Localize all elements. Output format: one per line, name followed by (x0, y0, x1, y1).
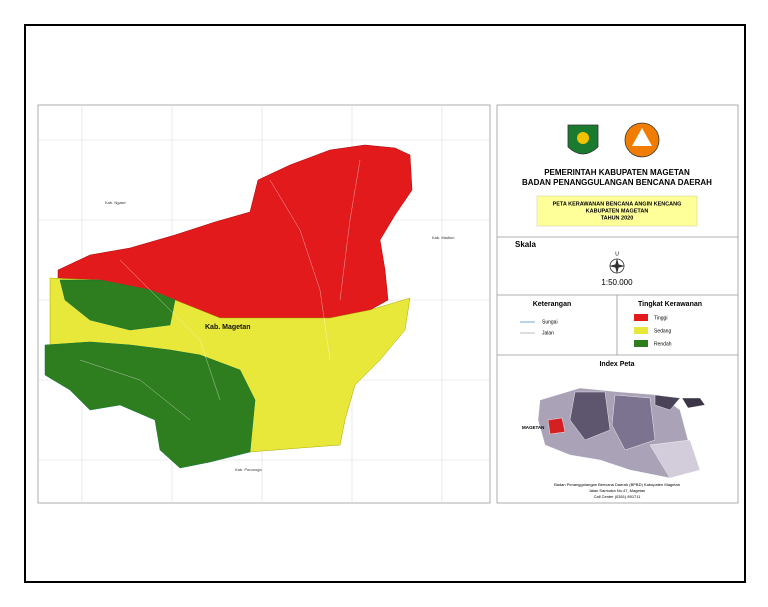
index-label: MAGETAN (522, 425, 544, 430)
header-text: BADAN PENANGGULANGAN BENCANA DAERAH (522, 178, 712, 187)
zone-rendah (59, 279, 176, 331)
scale-ratio: 1:50.000 (601, 278, 633, 287)
legend-swatch (634, 327, 648, 334)
section-title: Index Peta (599, 361, 634, 368)
logo (624, 122, 660, 158)
zone-rendah (44, 341, 256, 469)
compass (609, 258, 625, 274)
map-title: PETA KERAWANAN BENCANA ANGIN KENCANG (553, 201, 682, 207)
legend-label: Sedang (654, 328, 671, 334)
outer-frame (24, 24, 746, 583)
map-label: Kab. Madiun (432, 235, 454, 240)
section-title: Tingkat Kerawanan (638, 301, 702, 308)
legend-swatch (634, 314, 648, 321)
footer-text: Jalan Samudra No.47, Magetan (589, 488, 645, 493)
legend-label: Tinggi (654, 315, 667, 321)
header-text: PEMERINTAH KABUPATEN MAGETAN (544, 168, 690, 177)
footer-text: Call Center (0351) 891711 (594, 494, 642, 499)
map-title: KABUPATEN MAGETAN (586, 208, 649, 214)
title-box (536, 195, 698, 227)
rivers (79, 159, 361, 421)
map-label: Kab. Ngawi (105, 200, 126, 205)
legend-label: Sungai (542, 319, 558, 325)
map-title: TAHUN 2020 (601, 215, 634, 221)
section-title: Skala (515, 240, 536, 249)
section-title: Keterangan (533, 301, 572, 308)
map-label: Kab. Magetan (205, 324, 251, 331)
legend-swatch (634, 340, 648, 347)
legend-label: Jalan (542, 330, 554, 336)
legend-label: Rendah (654, 341, 672, 347)
north-label: U (615, 251, 619, 257)
map-label: Kab. Ponorogo (235, 467, 262, 472)
footer-text: Badan Penanggulangan Bencana Daerah (BPB… (554, 482, 680, 487)
logo (567, 124, 599, 155)
index-map (537, 387, 706, 479)
